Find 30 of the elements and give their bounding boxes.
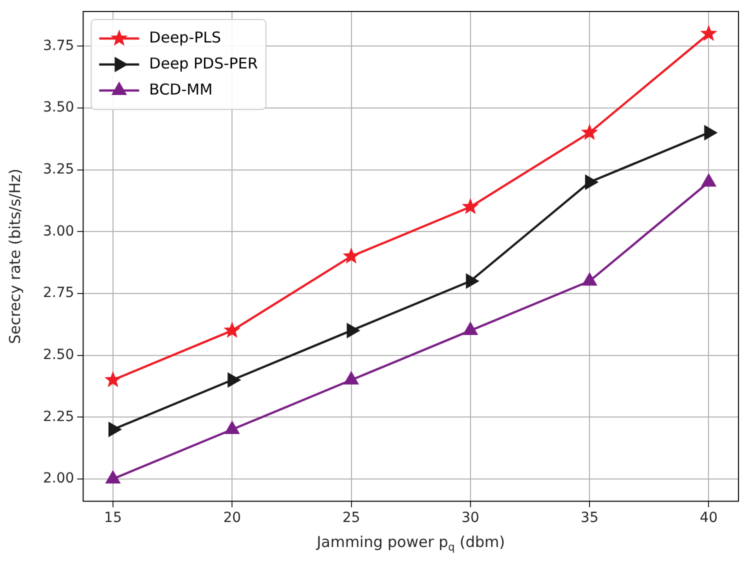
legend-label: BCD-MM <box>149 80 213 98</box>
y-tick-label: 3.00 <box>43 223 74 240</box>
x-tick-label: 20 <box>223 510 242 526</box>
x-tick-label: 25 <box>342 510 360 526</box>
y-tick-label: 2.00 <box>43 470 74 487</box>
point <box>344 372 359 385</box>
point <box>700 24 718 42</box>
x-tick-label: 15 <box>104 510 122 526</box>
point <box>462 322 478 336</box>
point <box>104 371 122 388</box>
x-tick-label: 35 <box>580 510 598 526</box>
x-tick-label: 30 <box>461 510 480 526</box>
point <box>582 272 597 286</box>
y-tick-label: 2.75 <box>43 285 74 302</box>
point <box>462 198 479 214</box>
x-tick-label: 40 <box>700 510 718 526</box>
y-axis-title: Secrecy rate (bits/s/Hz) <box>6 168 24 344</box>
point <box>106 470 120 484</box>
y-tick-label: 3.25 <box>43 161 74 178</box>
legend-label: Deep PDS-PER <box>149 54 258 72</box>
y-tick-label: 2.50 <box>43 346 74 363</box>
point <box>224 420 240 434</box>
legend-label: Deep-PLS <box>149 28 222 46</box>
point <box>224 322 241 338</box>
point <box>701 174 716 187</box>
y-tick-label: 3.50 <box>43 100 74 116</box>
point <box>581 124 598 140</box>
y-tick-label: 2.25 <box>43 408 74 425</box>
point <box>342 247 360 264</box>
y-tick-label: 3.75 <box>43 38 74 54</box>
